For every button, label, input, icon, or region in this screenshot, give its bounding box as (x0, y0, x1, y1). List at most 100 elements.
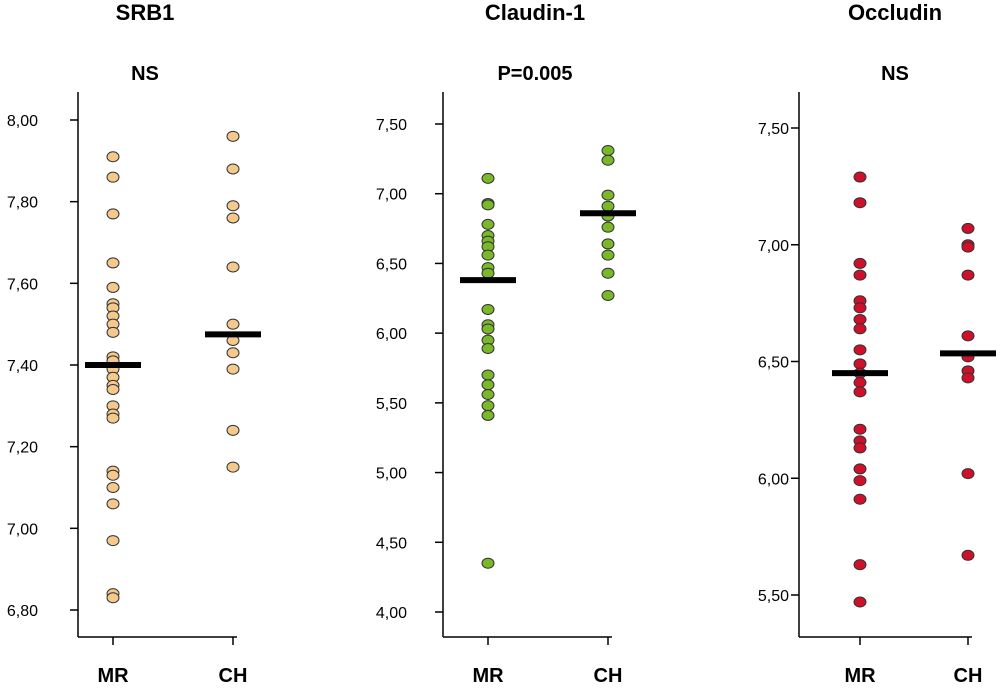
data-point (853, 313, 867, 325)
y-tick-label: 5,50 (758, 588, 789, 605)
data-point (961, 372, 975, 384)
data-point (601, 267, 615, 279)
data-point (853, 344, 867, 356)
data-point (853, 358, 867, 370)
data-point (853, 423, 867, 435)
data-point (106, 171, 120, 183)
panel-occludin: Occludin NS 5,50 6,00 6,50 7,00 7,50 MR CH (758, 0, 996, 687)
data-point (481, 218, 495, 230)
data-point (853, 386, 867, 398)
data-point (853, 493, 867, 505)
data-point (106, 482, 120, 493)
data-point (481, 409, 495, 421)
data-point (226, 424, 240, 436)
data-point (226, 200, 240, 212)
data-point (481, 199, 495, 211)
data-point (853, 559, 867, 571)
chart-title: SRB1 (116, 0, 175, 25)
data-point (601, 249, 615, 261)
data-point (853, 323, 867, 335)
y-tick-label: 4,50 (376, 535, 407, 552)
data-point (481, 369, 495, 381)
data-point (106, 384, 120, 395)
data-point (106, 498, 120, 510)
data-point (601, 189, 615, 201)
data-point (106, 469, 120, 481)
y-tick-label: 7,00 (376, 187, 407, 204)
data-point (601, 144, 615, 156)
data-point (853, 197, 867, 209)
y-tick-label: 7,50 (376, 117, 407, 134)
data-point (601, 289, 615, 301)
data-point (106, 208, 120, 220)
chart-title: Claudin-1 (485, 0, 585, 25)
data-point (106, 257, 120, 269)
data-point (853, 475, 867, 487)
data-point (106, 592, 120, 604)
data-point (226, 130, 240, 142)
y-tick-label: 7,80 (7, 195, 38, 212)
data-point (481, 323, 495, 335)
data-point (106, 535, 120, 547)
y-tick-label: 7,00 (758, 238, 789, 255)
data-point (853, 463, 867, 475)
x-tick-label: CH (219, 665, 248, 687)
data-point (481, 267, 495, 279)
data-point (853, 269, 867, 281)
data-point (226, 163, 240, 175)
data-point (481, 249, 495, 261)
y-tick-label: 6,50 (758, 355, 789, 372)
y-tick-label: 6,00 (758, 471, 789, 488)
data-point (601, 200, 615, 212)
data-point (481, 342, 495, 354)
data-point (961, 468, 975, 480)
data-point (481, 388, 495, 400)
data-point (481, 303, 495, 315)
data-point (961, 241, 975, 253)
x-tick-label: CH (594, 665, 623, 687)
data-point (853, 302, 867, 314)
significance-label: P=0.005 (497, 63, 572, 85)
y-tick-label: 5,50 (376, 396, 407, 413)
data-point (106, 281, 120, 293)
y-tick-label: 7,20 (7, 440, 38, 457)
panel-srb1: SRB1 NS 6,80 7,00 7,20 7,40 7,60 7,80 8,00 MR CH (7, 0, 261, 687)
data-point (961, 549, 975, 561)
data-point (961, 330, 975, 342)
data-point (106, 151, 120, 163)
data-point (481, 557, 495, 569)
data-point (853, 377, 867, 389)
x-tick-label: MR (844, 665, 876, 687)
data-point (853, 171, 867, 183)
y-tick-label: 6,50 (376, 256, 407, 273)
y-tick-label: 6,80 (7, 603, 38, 620)
data-point (601, 154, 615, 166)
significance-label: NS (881, 63, 909, 85)
data-point (853, 257, 867, 269)
data-point (481, 400, 495, 412)
y-tick-label: 7,60 (7, 276, 38, 293)
data-point (853, 596, 867, 608)
y-tick-label: 7,00 (7, 521, 38, 538)
data-point (853, 442, 867, 454)
data-point (106, 412, 120, 424)
data-point (226, 318, 240, 330)
data-point (106, 326, 120, 338)
x-tick-label: MR (472, 665, 504, 687)
y-tick-label: 6,00 (376, 326, 407, 343)
data-point (226, 461, 240, 473)
x-tick-label: CH (954, 665, 983, 687)
data-point (481, 379, 495, 391)
y-tick-label: 5,00 (376, 466, 407, 483)
data-point (961, 269, 975, 281)
y-tick-label: 7,40 (7, 358, 38, 375)
data-point (961, 222, 975, 234)
chart-title: Occludin (848, 0, 942, 25)
y-tick-label: 8,00 (7, 113, 38, 130)
x-tick-label: MR (97, 665, 129, 687)
data-point (226, 212, 240, 224)
panel-claudin-1: Claudin-1 P=0.005 4,00 4,50 5,00 5,50 6,00 6,50… (376, 0, 636, 687)
data-point (601, 238, 615, 250)
y-tick-label: 7,50 (758, 121, 789, 138)
data-point (601, 221, 615, 233)
